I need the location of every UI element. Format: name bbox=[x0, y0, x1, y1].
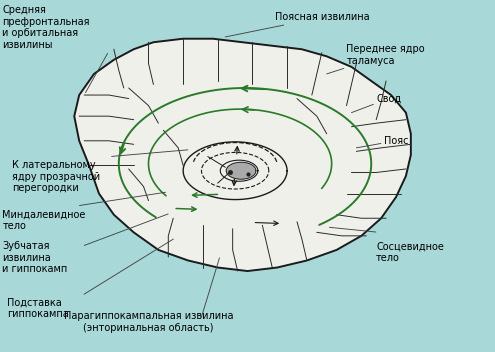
Text: Пояс: Пояс bbox=[356, 136, 408, 148]
Text: Переднее ядро
таламуса: Переднее ядро таламуса bbox=[327, 44, 425, 74]
Text: Поясная извилина: Поясная извилина bbox=[225, 12, 369, 37]
Text: К латеральному
ядру прозрачной
перегородки: К латеральному ядру прозрачной перегород… bbox=[12, 160, 100, 193]
Text: Сосцевидное
тело: Сосцевидное тело bbox=[376, 241, 444, 263]
Polygon shape bbox=[74, 39, 411, 271]
Polygon shape bbox=[226, 162, 256, 179]
Text: Свод: Свод bbox=[351, 94, 401, 113]
Text: Зубчатая
извилина
и гиппокамп: Зубчатая извилина и гиппокамп bbox=[2, 241, 68, 274]
Text: Миндалевидное
тело: Миндалевидное тело bbox=[2, 209, 86, 231]
Text: Парагиппокампальная извилина
(энторинальная область): Парагиппокампальная извилина (энториналь… bbox=[64, 311, 233, 333]
Text: Средняя
префронтальная
и орбитальная
извилины: Средняя префронтальная и орбитальная изв… bbox=[2, 5, 90, 50]
Text: Подставка
гиппокампа: Подставка гиппокампа bbox=[7, 297, 69, 319]
